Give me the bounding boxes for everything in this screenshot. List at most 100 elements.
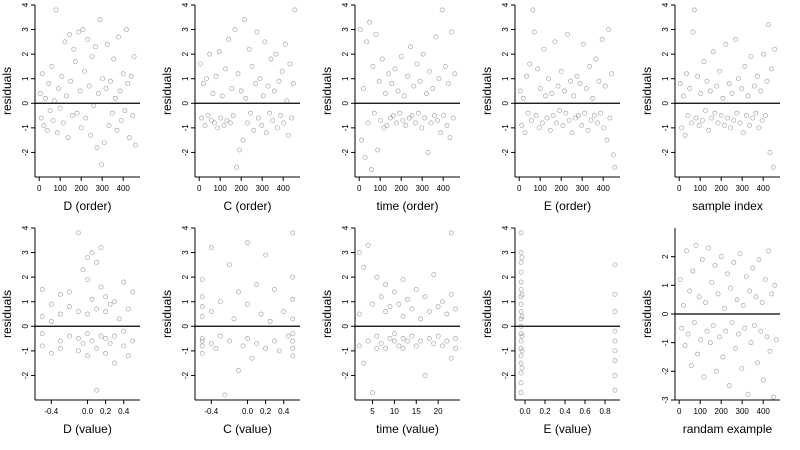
y-tick-label: 2 [661, 51, 670, 56]
y-tick-label: 1 [181, 299, 190, 304]
scatter-point [80, 267, 86, 273]
scatter-point [290, 316, 296, 322]
scatter-point [717, 68, 722, 74]
scatter-point [773, 337, 779, 343]
scatter-point [219, 93, 225, 99]
scatter-point [202, 123, 208, 128]
x-tick-label: 200 [715, 407, 729, 416]
scatter-point [754, 73, 760, 79]
y-tick-label: 0 [661, 311, 670, 316]
scatter-point [253, 81, 258, 87]
y-tick-label: 4 [341, 2, 350, 7]
y-tick-label: 2 [21, 274, 30, 279]
scatter-point [772, 46, 778, 52]
x-tick-label: 0.2 [100, 407, 112, 416]
scatter-point [554, 120, 559, 126]
y-axis-title: residuals [480, 290, 494, 338]
scatter-point [612, 291, 618, 297]
scatter-point [85, 353, 90, 359]
y-tick-label: -1 [661, 124, 670, 132]
scatter-point [78, 125, 84, 131]
scatter-point [750, 115, 756, 121]
scatter-point [717, 334, 722, 340]
scatter-point [254, 29, 260, 35]
x-axis-title: time (order) [376, 199, 438, 213]
scatter-point [569, 130, 575, 136]
scatter-point [379, 56, 385, 62]
x-tick-label: 0 [197, 184, 202, 193]
scatter-point [370, 301, 375, 307]
scatter-point [518, 309, 524, 314]
scatter-point [420, 51, 426, 57]
scatter-point [521, 95, 526, 101]
y-tick-label: 3 [341, 250, 350, 255]
scatter-point [83, 115, 89, 121]
scatter-point [199, 314, 205, 319]
scatter-point [356, 343, 362, 349]
scatter-point [748, 54, 754, 59]
scatter-point [107, 341, 113, 346]
scatter-point [249, 355, 255, 361]
scatter-point [85, 255, 90, 260]
x-tick-label: 5 [370, 407, 375, 416]
scatter-point [39, 343, 45, 349]
scatter-point [368, 167, 374, 173]
y-tick-label: -1 [181, 124, 190, 132]
scatter-point [767, 150, 773, 155]
scatter-point [596, 78, 602, 84]
scatter-point [364, 39, 369, 45]
scatter-point [218, 115, 224, 121]
scatter-point [213, 73, 219, 79]
scatter-point [127, 135, 132, 141]
scatter-point [533, 113, 539, 118]
scatter-point [262, 39, 268, 45]
scatter-point [116, 316, 122, 322]
scatter-point [223, 66, 228, 72]
scatter-point [85, 331, 90, 337]
scatter-point [734, 110, 740, 116]
scatter-point [748, 340, 754, 346]
scatter-point [290, 81, 296, 87]
scatter-point [121, 328, 127, 334]
scatter-point [543, 93, 548, 99]
x-tick-label: 400 [277, 184, 291, 193]
y-tick-label: 3 [21, 250, 30, 255]
y-tick-label: -1 [341, 124, 350, 132]
y-tick-label: 0 [341, 101, 350, 106]
scatter-point [76, 230, 81, 236]
y-tick-label: 3 [661, 27, 670, 32]
scatter-point [85, 37, 90, 42]
scatter-point [690, 29, 696, 35]
scatter-point [38, 115, 44, 121]
y-tick-label: 2 [21, 51, 30, 56]
scatter-point [436, 76, 442, 82]
scatter-point [696, 294, 702, 300]
scatter-point [518, 360, 524, 366]
scatter-point [448, 291, 454, 297]
scatter-point [97, 17, 103, 23]
scatter-point [41, 123, 47, 128]
scatter-point [549, 91, 555, 96]
scatter-point [211, 120, 217, 126]
scatter-point [94, 145, 100, 150]
scatter-point [565, 32, 570, 37]
scatter-point [699, 257, 705, 262]
scatter-point [39, 71, 45, 77]
scatter-point [246, 46, 252, 52]
y-tick-label: 2 [341, 51, 350, 56]
scatter-point [100, 76, 106, 82]
scatter-point [290, 338, 296, 344]
scatter-point [759, 300, 765, 305]
scatter-point [612, 309, 618, 314]
scatter-point [413, 343, 419, 349]
scatter-point [430, 86, 436, 91]
scatter-point [453, 306, 459, 312]
scatter-point [37, 91, 43, 96]
scatter-point [391, 289, 397, 295]
x-tick-label: 20 [434, 407, 443, 416]
scatter-point [57, 105, 63, 111]
scatter-point [80, 27, 86, 32]
scatter-point [116, 34, 121, 40]
scatter-point [418, 316, 424, 322]
scatter-point [215, 125, 221, 131]
